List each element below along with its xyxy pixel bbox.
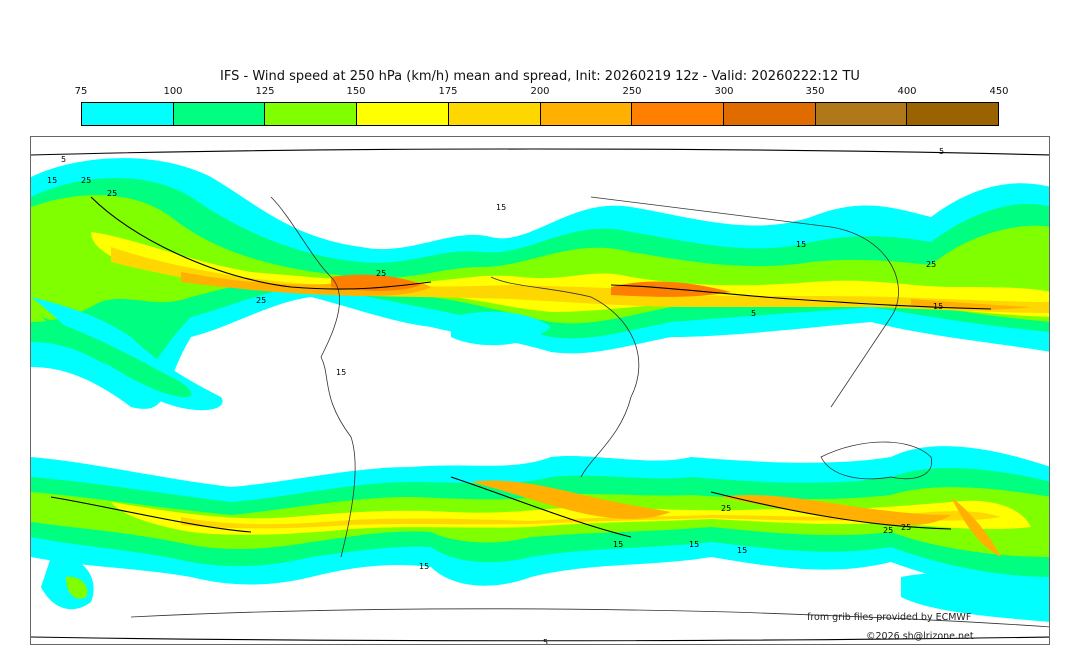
atlantic-jet-band <box>31 297 551 411</box>
contour-label: 15 <box>47 176 57 185</box>
contour-label: 5 <box>751 309 756 318</box>
contour-label: 15 <box>933 302 943 311</box>
colorbar-tick: 200 <box>530 86 550 97</box>
southern-jet-band <box>31 446 1049 622</box>
colorbar-segment <box>82 103 174 125</box>
contour-label: 25 <box>883 526 893 535</box>
contour-label: 15 <box>613 540 623 549</box>
contour-label: 15 <box>796 240 806 249</box>
coastlines <box>130 196 1049 628</box>
contour-label: 5 <box>543 638 548 645</box>
colorbar-segment <box>632 103 724 125</box>
contour-labels: 15 25 25 25 25 15 15 15 25 5 15 15 15 15… <box>47 147 944 645</box>
contour-label: 15 <box>737 546 747 555</box>
contour-label: 25 <box>721 504 731 513</box>
colorbar-segment <box>540 103 633 125</box>
contour-label: 25 <box>256 296 266 305</box>
contour-label: 15 <box>336 368 346 377</box>
colorbar-tick: 150 <box>346 86 366 97</box>
colorbar-segment <box>448 103 541 125</box>
colorbar-tick: 450 <box>989 86 1009 97</box>
colorbar-tick: 400 <box>897 86 917 97</box>
colorbar-segment <box>815 103 908 125</box>
colorbar-segment <box>173 103 266 125</box>
colorbar-tick: 250 <box>622 86 642 97</box>
colorbar-segment <box>357 103 449 125</box>
contour-label: 5 <box>939 147 944 156</box>
contour-label: 5 <box>61 155 66 164</box>
contour-label: 15 <box>496 203 506 212</box>
colorbar-segment <box>723 103 816 125</box>
contour-label: 15 <box>419 562 429 571</box>
colorbar-tick: 75 <box>74 86 88 97</box>
colorbar-tick: 350 <box>805 86 825 97</box>
colorbar-segment <box>265 103 358 125</box>
contour-label: 25 <box>376 269 386 278</box>
northern-jet-band <box>31 158 1049 409</box>
wind-speed-map: 15 25 25 25 25 15 15 15 25 5 15 15 15 15… <box>30 136 1050 645</box>
colorbar-tick: 125 <box>255 86 275 97</box>
contour-label: 15 <box>689 540 699 549</box>
chart-title: IFS - Wind speed at 250 hPa (km/h) mean … <box>220 69 860 84</box>
colorbar-tick: 300 <box>714 86 734 97</box>
contour-label: 25 <box>107 189 117 198</box>
contour-label: 25 <box>926 260 936 269</box>
spread-contours <box>31 148 1049 642</box>
data-source-credit: from grib files provided by ECMWF <box>807 612 972 623</box>
colorbar <box>81 102 999 126</box>
colorbar-segment <box>907 103 999 125</box>
colorbar-tick: 175 <box>438 86 458 97</box>
contour-label: 25 <box>901 523 911 532</box>
contour-label: 25 <box>81 176 91 185</box>
colorbar-tick: 100 <box>163 86 183 97</box>
copyright-credit: ©2026 sh@lrizone.net <box>866 631 974 642</box>
